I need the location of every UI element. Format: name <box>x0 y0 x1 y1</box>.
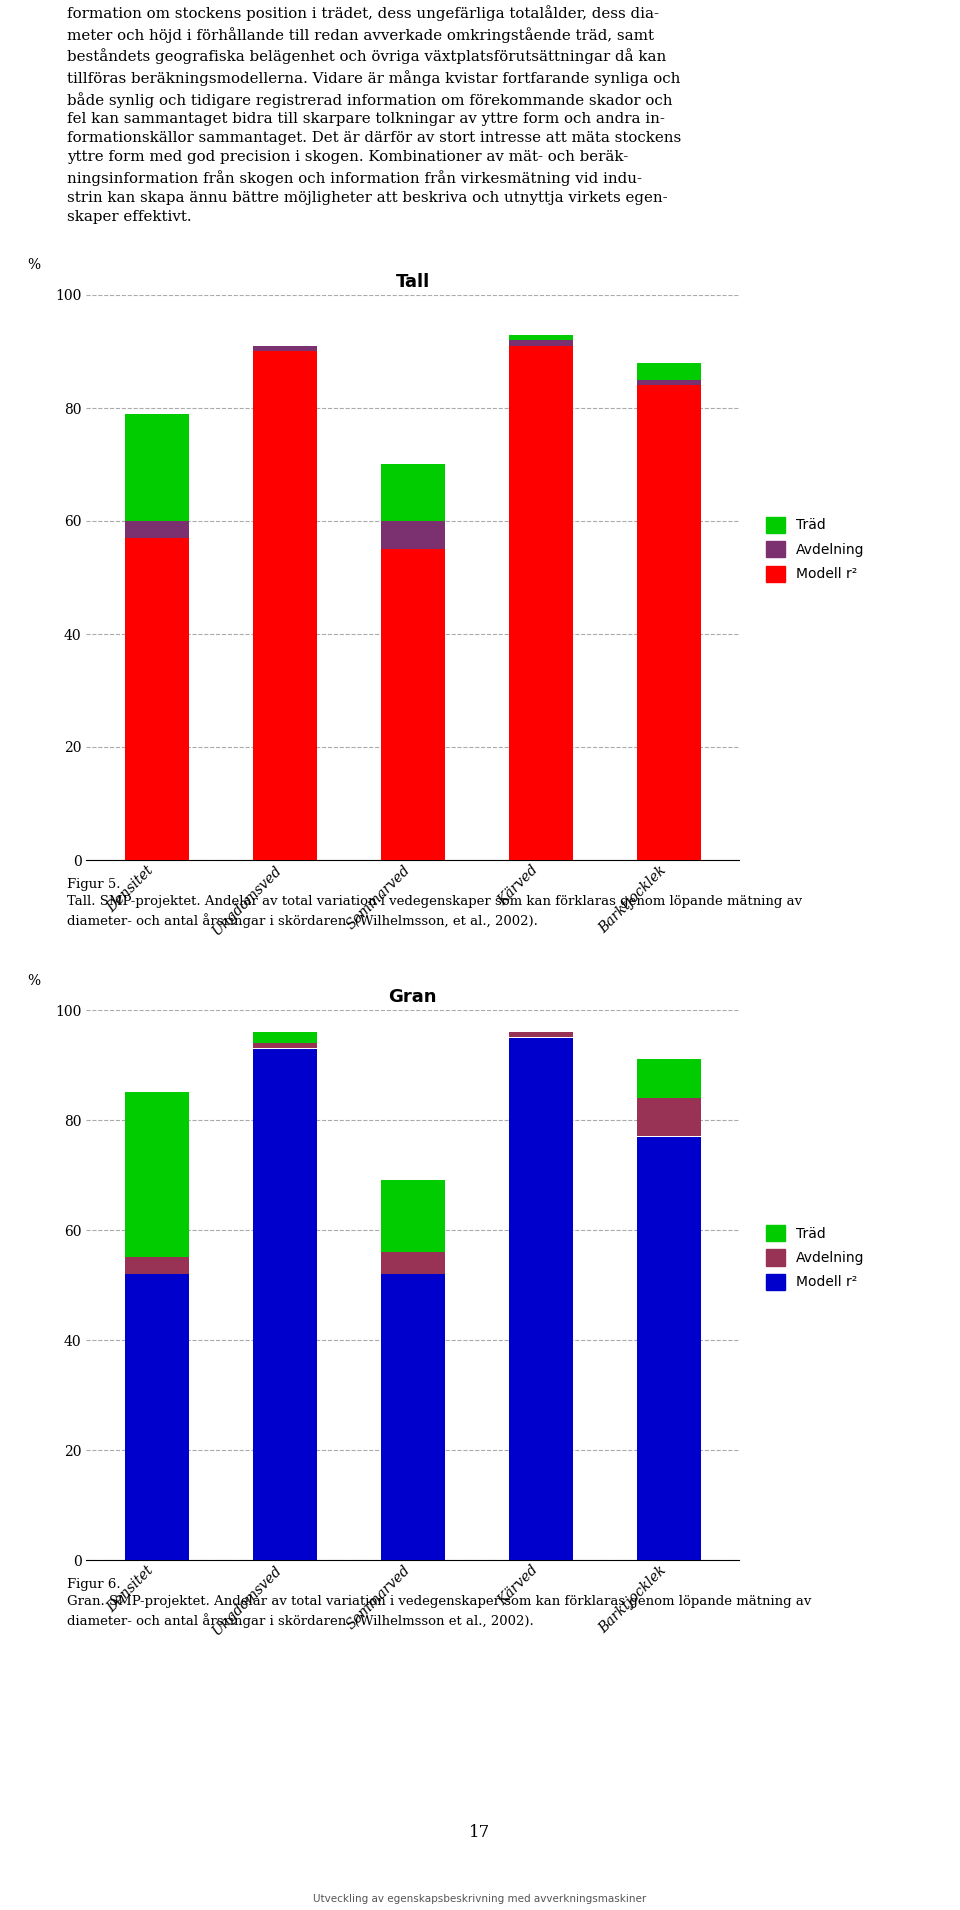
Bar <box>252 1049 317 1560</box>
Bar <box>252 1031 317 1043</box>
Bar <box>381 550 444 860</box>
Bar <box>381 464 444 521</box>
Title: Tall: Tall <box>396 273 430 290</box>
Bar <box>125 414 189 521</box>
Bar <box>125 521 189 539</box>
Bar <box>125 1093 189 1257</box>
Bar <box>252 351 317 860</box>
Bar <box>252 1043 317 1049</box>
Bar <box>636 363 701 380</box>
Bar <box>509 1037 573 1560</box>
Bar <box>509 346 573 860</box>
Bar <box>252 346 317 351</box>
Text: %: % <box>28 974 40 987</box>
Bar <box>636 1098 701 1136</box>
Bar <box>125 1274 189 1560</box>
Bar <box>636 386 701 860</box>
Bar <box>125 1257 189 1274</box>
Bar <box>125 539 189 860</box>
Text: 17: 17 <box>469 1824 491 1841</box>
Text: Figur 6.
Gran. SMP-projektet. Andelar av total variation i vedegenskaper som kan: Figur 6. Gran. SMP-projektet. Andelar av… <box>67 1578 811 1627</box>
Bar <box>636 1136 701 1560</box>
Bar <box>381 1251 444 1274</box>
Text: formation om stockens position i trädet, dess ungefärliga totalålder, dess dia-
: formation om stockens position i trädet,… <box>67 6 682 223</box>
Bar <box>636 380 701 386</box>
Title: Gran: Gran <box>389 987 437 1007</box>
Bar <box>509 334 573 340</box>
Legend: Träd, Avdelning, Modell r²: Träd, Avdelning, Modell r² <box>766 1224 865 1289</box>
Legend: Träd, Avdelning, Modell r²: Träd, Avdelning, Modell r² <box>766 518 865 583</box>
Bar <box>636 1060 701 1098</box>
Bar <box>381 521 444 550</box>
Text: Utveckling av egenskapsbeskrivning med avverkningsmaskiner: Utveckling av egenskapsbeskrivning med a… <box>313 1893 647 1904</box>
Bar <box>509 340 573 346</box>
Bar <box>381 1274 444 1560</box>
Bar <box>381 1180 444 1251</box>
Bar <box>509 1031 573 1037</box>
Text: %: % <box>28 258 40 273</box>
Text: Figur 5.
Tall. SMP-projektet. Andelar av total variation i vedegenskaper som kan: Figur 5. Tall. SMP-projektet. Andelar av… <box>67 879 803 928</box>
